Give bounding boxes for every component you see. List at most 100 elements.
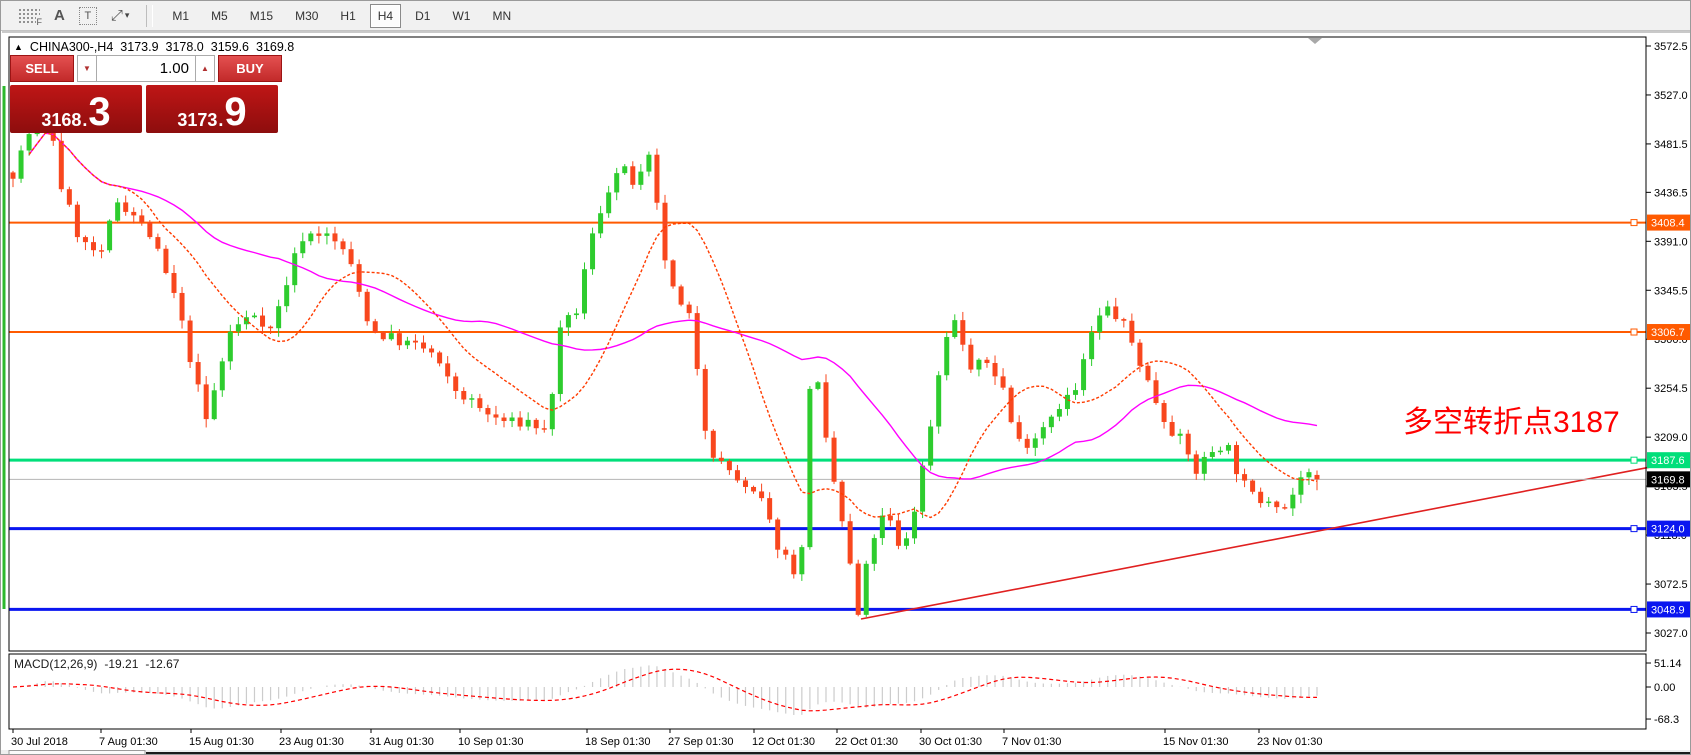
price-tick-label: 3072.5 xyxy=(1654,579,1688,591)
hline-price-label-bg xyxy=(1647,601,1690,618)
timeframe-button-m30[interactable]: M30 xyxy=(287,4,326,28)
time-axis-label: 7 Aug 01:30 xyxy=(99,736,158,748)
price-tick-label: 3345.5 xyxy=(1654,285,1688,297)
time-axis-label: 12 Oct 01:30 xyxy=(752,736,815,748)
buy-price-button[interactable]: 3173. 9 xyxy=(146,85,278,133)
dropdown-caret-icon[interactable]: ▾ xyxy=(124,10,130,20)
hline-price-label-bg xyxy=(1647,452,1690,469)
hline-handle[interactable] xyxy=(1630,605,1638,613)
ascending-trendline[interactable] xyxy=(860,466,1650,620)
hline-price-label: 3306.7 xyxy=(1651,327,1685,339)
chart-text-annotation: 多空转折点3187 xyxy=(1403,406,1620,439)
sell-price-pip: 3 xyxy=(88,90,111,135)
price-tick-label: 3572.5 xyxy=(1654,41,1688,53)
time-axis-label: 15 Nov 01:30 xyxy=(1163,736,1228,748)
volume-group: ▼ ▲ xyxy=(77,55,215,82)
macd-panel-frame xyxy=(8,653,1647,730)
price-tick-label: 3254.5 xyxy=(1654,383,1688,395)
price-plot-frame xyxy=(8,36,1647,652)
buy-price-dot: . xyxy=(218,110,224,130)
volume-decrease-button[interactable]: ▼ xyxy=(77,55,97,82)
timeframe-button-d1[interactable]: D1 xyxy=(407,4,438,28)
ma-fast-line xyxy=(28,132,1318,519)
hline-handle[interactable] xyxy=(1630,456,1638,464)
hline-price-label-bg xyxy=(1647,324,1690,341)
symbol-timeframe: CHINA300-,H4 xyxy=(29,40,114,54)
time-axis-label: 23 Aug 01:30 xyxy=(279,736,344,748)
price-tick-label: 3209.0 xyxy=(1654,432,1688,444)
time-axis-label: 31 Aug 01:30 xyxy=(369,736,434,748)
timeframe-button-h1[interactable]: H1 xyxy=(332,4,363,28)
time-axis-label: 10 Sep 01:30 xyxy=(458,736,523,748)
time-axis-label: 30 Jul 2018 xyxy=(11,736,68,748)
ohlc-low: 3159.6 xyxy=(210,40,249,54)
macd-indicator-label: MACD(12,26,9) -19.21 -12.67 xyxy=(14,657,179,671)
time-axis-label: 7 Nov 01:30 xyxy=(1002,736,1061,748)
macd-axis-label: -68.3 xyxy=(1654,714,1679,726)
price-tick-label: 3436.5 xyxy=(1654,187,1688,199)
buy-button[interactable]: BUY xyxy=(218,55,282,82)
macd-axis-label: 51.14 xyxy=(1654,658,1682,670)
macd-name: MACD(12,26,9) xyxy=(14,657,98,671)
price-tick-label: 3027.0 xyxy=(1654,628,1688,640)
text-label-icon[interactable]: A xyxy=(54,7,65,24)
timeframe-button-h4[interactable]: H4 xyxy=(369,3,402,28)
time-axis-label: 27 Sep 01:30 xyxy=(668,736,733,748)
toolbar-separator xyxy=(146,4,154,27)
text-box-icon[interactable]: T xyxy=(78,6,97,25)
time-axis-label: 18 Sep 01:30 xyxy=(585,736,650,748)
hline-price-label: 3187.6 xyxy=(1651,455,1685,467)
current-price-label-bg xyxy=(1647,471,1690,488)
time-axis-label: 15 Aug 01:30 xyxy=(189,736,254,748)
timeframe-button-mn[interactable]: MN xyxy=(484,4,519,28)
hline-price-label: 3124.0 xyxy=(1651,524,1685,536)
timeframe-button-m1[interactable]: M1 xyxy=(164,4,197,28)
sell-price-button[interactable]: 3168. 3 xyxy=(10,85,142,133)
timeframe-button-m5[interactable]: M5 xyxy=(203,4,236,28)
buy-price-pip: 9 xyxy=(224,90,247,135)
ohlc-close: 3169.8 xyxy=(256,40,295,54)
timeframe-button-w1[interactable]: W1 xyxy=(444,4,478,28)
hline-price-label-bg xyxy=(1647,214,1690,231)
hline-handle[interactable] xyxy=(1630,525,1638,533)
current-price-label: 3169.8 xyxy=(1651,474,1685,486)
ma-slow-line xyxy=(28,132,1318,480)
sell-button[interactable]: SELL xyxy=(10,55,74,82)
timeframe-button-m15[interactable]: M15 xyxy=(242,4,281,28)
buy-price-main: 3173 xyxy=(177,110,218,130)
toolbar: F A T ⤢ ▾ M1 M5 M15 M30 H1 H4 D1 W1 MN xyxy=(1,1,1690,31)
macd-axis-label: 0.00 xyxy=(1654,682,1675,694)
hline-handle[interactable] xyxy=(1630,219,1638,227)
price-tick-label: 3527.0 xyxy=(1654,90,1688,102)
sell-price-main: 3168 xyxy=(41,110,82,130)
ohlc-open: 3173.9 xyxy=(120,40,159,54)
candlesticks xyxy=(10,86,1320,618)
macd-main-value: -19.21 xyxy=(104,657,139,671)
collapse-panel-icon[interactable]: ▲ xyxy=(14,42,23,52)
expert-grid-icon[interactable]: F xyxy=(18,8,42,27)
sell-price-dot: . xyxy=(82,110,88,130)
price-tick-label: 3481.5 xyxy=(1654,139,1688,151)
time-axis-label: 22 Oct 01:30 xyxy=(835,736,898,748)
chart-title-bar: ▲ CHINA300-,H4 3173.9 3178.0 3159.6 3169… xyxy=(14,40,294,54)
volume-input[interactable] xyxy=(97,55,195,82)
cycle-arrows-icon[interactable]: ⤢ ▾ xyxy=(110,7,130,24)
one-click-trading-panel: SELL ▼ ▲ BUY 3168.3 3173.9 xyxy=(10,55,282,133)
toolbar-divider xyxy=(2,31,1690,33)
scrollbar-thumb[interactable] xyxy=(8,750,146,755)
chart-background xyxy=(1,32,1690,754)
volume-increase-button[interactable]: ▲ xyxy=(195,55,215,82)
hline-price-label-bg xyxy=(1647,520,1690,537)
hline-handle[interactable] xyxy=(1630,328,1638,336)
chart-shift-marker-icon[interactable] xyxy=(1308,38,1322,44)
hline-price-label: 3408.4 xyxy=(1651,218,1685,230)
macd-signal-value: -12.67 xyxy=(145,657,180,671)
time-axis-label: 23 Nov 01:30 xyxy=(1257,736,1322,748)
price-tick-label: 3391.0 xyxy=(1654,236,1688,248)
macd-histogram xyxy=(20,665,1318,715)
time-axis-label: 30 Oct 01:30 xyxy=(919,736,982,748)
ohlc-high: 3178.0 xyxy=(165,40,204,54)
macd-signal-line xyxy=(12,668,1318,712)
